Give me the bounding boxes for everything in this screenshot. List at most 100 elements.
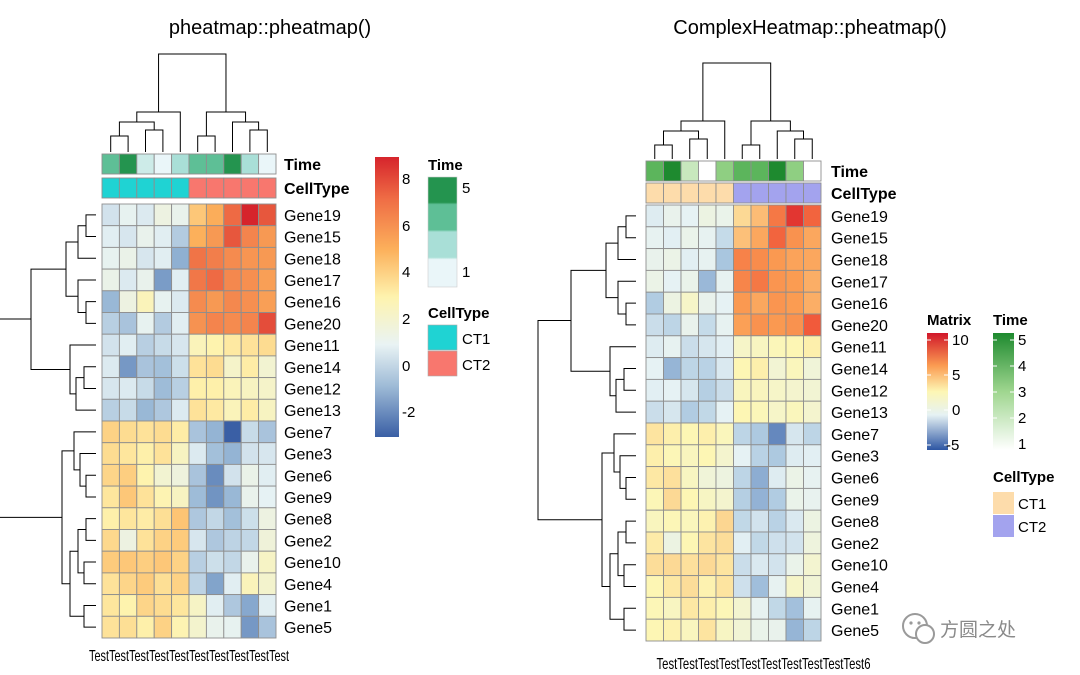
heatmap-cell bbox=[240, 420, 260, 444]
heatmap-cell bbox=[101, 203, 120, 227]
heatmap-cell bbox=[645, 422, 664, 446]
column-dendrogram-branch bbox=[689, 138, 708, 159]
heatmap-cell bbox=[136, 442, 155, 465]
heatmap-cell bbox=[136, 312, 155, 335]
row-dendrogram-branch bbox=[605, 242, 618, 299]
heatmap-cell bbox=[733, 466, 752, 489]
heatmap-cell bbox=[645, 335, 664, 359]
time-annotation-cell bbox=[663, 160, 682, 182]
right-colorbar-tick: 0 bbox=[952, 402, 960, 419]
heatmap-cell bbox=[715, 444, 734, 468]
heatmap-cell bbox=[803, 487, 822, 511]
right-celltype-legend: CellType CT1 CT2 bbox=[993, 469, 1054, 537]
heatmap-cell bbox=[645, 226, 664, 250]
heatmap-cell bbox=[188, 290, 207, 313]
heatmap-cell bbox=[645, 575, 664, 598]
heatmap-cell bbox=[698, 487, 717, 511]
heatmap-cell bbox=[188, 333, 207, 357]
heatmap-cell bbox=[750, 204, 769, 228]
heatmap-cell bbox=[258, 572, 277, 596]
heatmap-cell bbox=[663, 204, 682, 228]
row-dendrogram-branch bbox=[617, 531, 626, 577]
time-annotation-label: Time bbox=[284, 157, 321, 174]
row-dendrogram-branch bbox=[61, 450, 74, 585]
heatmap-cell bbox=[223, 377, 242, 400]
heatmap-cell bbox=[680, 400, 699, 424]
heatmap-cell bbox=[750, 226, 769, 250]
heatmap-cell bbox=[101, 594, 120, 617]
row-label: Gene8 bbox=[831, 514, 879, 531]
column-dendrogram-branch bbox=[776, 130, 804, 159]
heatmap-cell bbox=[750, 444, 769, 468]
heatmap-cell bbox=[171, 290, 190, 313]
column-dendrogram-branch bbox=[654, 144, 673, 159]
column-dendrogram-branch bbox=[249, 129, 268, 152]
heatmap-cell bbox=[101, 312, 120, 335]
heatmap-cell bbox=[663, 487, 682, 511]
heatmap-cell bbox=[645, 509, 664, 533]
heatmap-cell bbox=[768, 248, 787, 271]
row-dendrogram-branch bbox=[77, 529, 86, 574]
heatmap-cell bbox=[768, 313, 787, 337]
heatmap-cell bbox=[258, 377, 277, 400]
heatmap-cell bbox=[680, 531, 699, 555]
column-dendrogram-branch bbox=[702, 62, 772, 121]
heatmap-cell bbox=[733, 596, 752, 620]
left-heatmap-panel: Gene19 Gene15 Gene18 Gene17 Gene16 Gene20 Gene… bbox=[0, 53, 350, 665]
heatmap-cell bbox=[768, 269, 787, 293]
heatmap-cell bbox=[101, 420, 120, 444]
heatmap-cell bbox=[698, 553, 717, 577]
heatmap-cell bbox=[803, 531, 822, 555]
heatmap-cell bbox=[101, 615, 120, 639]
row-label: Gene20 bbox=[831, 318, 888, 335]
left-colorbar-tick: 4 bbox=[402, 264, 410, 281]
wechat-icon bbox=[902, 613, 935, 644]
heatmap-cell bbox=[785, 357, 804, 380]
right-time-legend-label: 3 bbox=[1018, 384, 1026, 401]
row-label: Gene6 bbox=[284, 468, 332, 485]
heatmap-cell bbox=[680, 313, 699, 337]
heatmap-cell bbox=[101, 225, 120, 248]
row-label: Gene15 bbox=[284, 230, 341, 247]
heatmap-cell bbox=[680, 357, 699, 380]
heatmap-cell bbox=[136, 550, 155, 574]
heatmap-cell bbox=[223, 529, 242, 552]
heatmap-cell bbox=[733, 422, 752, 446]
left-celltype-swatch-ct2 bbox=[427, 350, 458, 377]
heatmap-cell bbox=[645, 553, 664, 577]
heatmap-cell bbox=[118, 398, 138, 422]
heatmap-cell bbox=[258, 420, 277, 444]
heatmap-cell bbox=[768, 291, 787, 315]
heatmap-cell bbox=[101, 377, 120, 400]
heatmap-cell bbox=[118, 355, 138, 379]
celltype-annotation-cell bbox=[240, 177, 260, 199]
heatmap-cell bbox=[733, 509, 752, 533]
heatmap-cell bbox=[223, 550, 242, 574]
celltype-annotation-cell bbox=[153, 177, 173, 199]
heatmap-cell bbox=[698, 444, 717, 468]
heatmap-cell bbox=[663, 531, 682, 555]
row-dendrogram-branch bbox=[65, 241, 78, 297]
celltype-annotation-cell bbox=[101, 177, 120, 199]
heatmap-cell bbox=[171, 594, 190, 617]
heatmap-cell bbox=[136, 203, 155, 227]
time-annotation-cell bbox=[223, 153, 242, 175]
heatmap-cell bbox=[240, 246, 260, 270]
heatmap-cell bbox=[171, 246, 190, 270]
heatmap-cell bbox=[715, 357, 734, 380]
left-celltype-legend: CellType CT1 CT2 bbox=[427, 305, 490, 377]
heatmap-cell bbox=[733, 553, 752, 577]
heatmap-cell bbox=[698, 378, 717, 402]
heatmap-cell bbox=[205, 507, 225, 530]
row-dendrogram-branch bbox=[85, 518, 96, 541]
heatmap-cell bbox=[698, 357, 717, 380]
heatmap-cell bbox=[715, 269, 734, 293]
row-label: Gene17 bbox=[284, 273, 341, 290]
heatmap-cell bbox=[205, 442, 225, 465]
heatmap-cell bbox=[715, 204, 734, 228]
heatmap-cell bbox=[205, 377, 225, 400]
heatmap-cell bbox=[733, 335, 752, 359]
heatmap-cell bbox=[680, 466, 699, 489]
heatmap-cell bbox=[153, 485, 173, 509]
heatmap-cell bbox=[171, 442, 190, 465]
